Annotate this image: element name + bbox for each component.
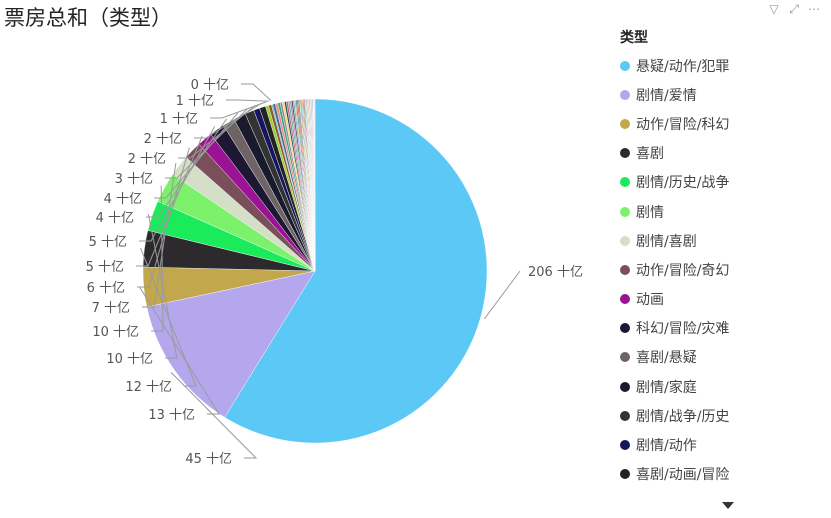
legend-label: 喜剧/悬疑 xyxy=(636,350,697,367)
legend-label: 动作/冒险/奇幻 xyxy=(636,262,730,279)
legend-item[interactable]: 剧情/战争/历史 xyxy=(620,401,825,430)
data-label: 6 十亿 xyxy=(87,281,125,296)
legend-item[interactable]: 喜剧 xyxy=(620,139,825,168)
legend-marker xyxy=(620,381,630,392)
legend-label: 喜剧 xyxy=(636,146,664,163)
legend-item[interactable]: 剧情/喜剧 xyxy=(620,226,825,255)
data-label: 206 十亿 xyxy=(528,265,583,280)
legend-label: 动画 xyxy=(636,292,664,309)
legend-label: 剧情/动作 xyxy=(636,438,697,455)
leader-line xyxy=(194,102,262,139)
visual-header: ▽ ⤢ ⋯ xyxy=(767,2,821,17)
leader-line xyxy=(241,83,272,101)
leader-line xyxy=(226,99,269,102)
legend-label: 剧情/家庭 xyxy=(636,379,697,396)
legend-marker xyxy=(620,118,630,129)
legend-label: 剧情/历史/战争 xyxy=(636,175,730,192)
data-label: 5 十亿 xyxy=(86,260,124,275)
leader-line xyxy=(139,126,216,242)
focus-mode-icon[interactable]: ⤢ xyxy=(789,2,799,16)
legend-marker xyxy=(620,148,630,159)
data-label: 0 十亿 xyxy=(191,78,229,93)
legend-marker xyxy=(620,264,630,275)
data-label: 13 十亿 xyxy=(148,408,195,423)
legend-item[interactable]: 剧情/动作 xyxy=(620,430,825,459)
leader-line xyxy=(483,270,521,320)
legend-label: 剧情/爱情 xyxy=(636,87,697,104)
data-label: 4 十亿 xyxy=(104,192,142,207)
legend-item[interactable]: 剧情 xyxy=(620,197,825,226)
legend-marker xyxy=(620,206,630,217)
legend-marker xyxy=(620,177,630,188)
data-label: 1 十亿 xyxy=(176,94,214,109)
legend-marker xyxy=(620,294,630,305)
leader-line xyxy=(140,247,197,387)
data-label: 45 十亿 xyxy=(185,452,232,467)
legend-item[interactable]: 动作/冒险/奇幻 xyxy=(620,255,825,284)
legend-marker xyxy=(620,440,630,451)
legend-item[interactable]: 科幻/冒险/灾难 xyxy=(620,314,825,343)
data-label: 1 十亿 xyxy=(160,112,198,127)
legend-item[interactable]: 动作/冒险/科幻 xyxy=(620,109,825,138)
legend-label: 剧情 xyxy=(636,204,664,221)
legend-item[interactable]: 剧情/爱情 xyxy=(620,80,825,109)
leader-line xyxy=(139,287,220,415)
leader-line xyxy=(165,107,249,179)
legend-item[interactable]: 剧情/历史/战争 xyxy=(620,168,825,197)
legend-marker xyxy=(620,60,630,71)
leader-line xyxy=(210,101,266,119)
legend: 类型 悬疑/动作/犯罪 剧情/爱情动作/冒险/科幻 喜剧剧情/历史/战争 剧情剧情/喜… xyxy=(620,27,825,489)
leader-line xyxy=(142,163,177,308)
legend-item[interactable]: 动画 xyxy=(620,285,825,314)
leader-line xyxy=(178,105,256,159)
data-label: 10 十亿 xyxy=(92,325,139,340)
leader-line xyxy=(147,214,178,359)
legend-marker xyxy=(620,410,630,421)
legend-item[interactable]: 剧情/家庭 xyxy=(620,372,825,401)
legend-label: 喜剧/动画/冒险 xyxy=(636,467,730,484)
legend-label: 剧情/喜剧 xyxy=(636,233,697,250)
pie-slice[interactable] xyxy=(224,98,488,444)
legend-item[interactable]: 喜剧/悬疑 xyxy=(620,343,825,372)
legend-label: 悬疑/动作/犯罪 xyxy=(636,58,730,75)
data-label: 7 十亿 xyxy=(92,301,130,316)
legend-marker xyxy=(620,89,630,100)
more-options-icon[interactable]: ⋯ xyxy=(808,2,820,16)
pie-slice[interactable] xyxy=(146,270,316,418)
data-label: 12 十亿 xyxy=(125,380,172,395)
legend-marker xyxy=(620,469,630,480)
legend-item[interactable]: 喜剧/动画/冒险 xyxy=(620,460,825,489)
legend-title: 类型 xyxy=(620,30,648,46)
leader-line xyxy=(137,147,190,288)
data-label: 2 十亿 xyxy=(144,132,182,147)
filter-icon[interactable]: ▽ xyxy=(769,2,779,16)
legend-label: 动作/冒险/科幻 xyxy=(636,116,730,133)
data-label: 5 十亿 xyxy=(89,235,127,250)
data-label: 3 十亿 xyxy=(115,172,153,187)
data-label: 4 十亿 xyxy=(96,211,134,226)
legend-item[interactable]: 悬疑/动作/犯罪 xyxy=(620,51,825,80)
chart-title: 票房总和（类型） xyxy=(4,6,172,30)
pie-chart: 206 十亿 45 十亿 13 十亿 12 十亿 10 十亿 10 十亿 7 十亿 6 十亿 5… xyxy=(86,78,583,467)
legend-label: 剧情/战争/历史 xyxy=(636,408,730,425)
leader-line xyxy=(170,372,258,459)
legend-label: 科幻/冒险/灾难 xyxy=(636,321,730,338)
legend-marker xyxy=(620,352,630,363)
data-label: 2 十亿 xyxy=(128,152,166,167)
legend-marker xyxy=(620,323,630,334)
data-label: 10 十亿 xyxy=(106,352,153,367)
legend-scroll-down-icon[interactable] xyxy=(722,502,734,509)
legend-marker xyxy=(620,235,630,246)
